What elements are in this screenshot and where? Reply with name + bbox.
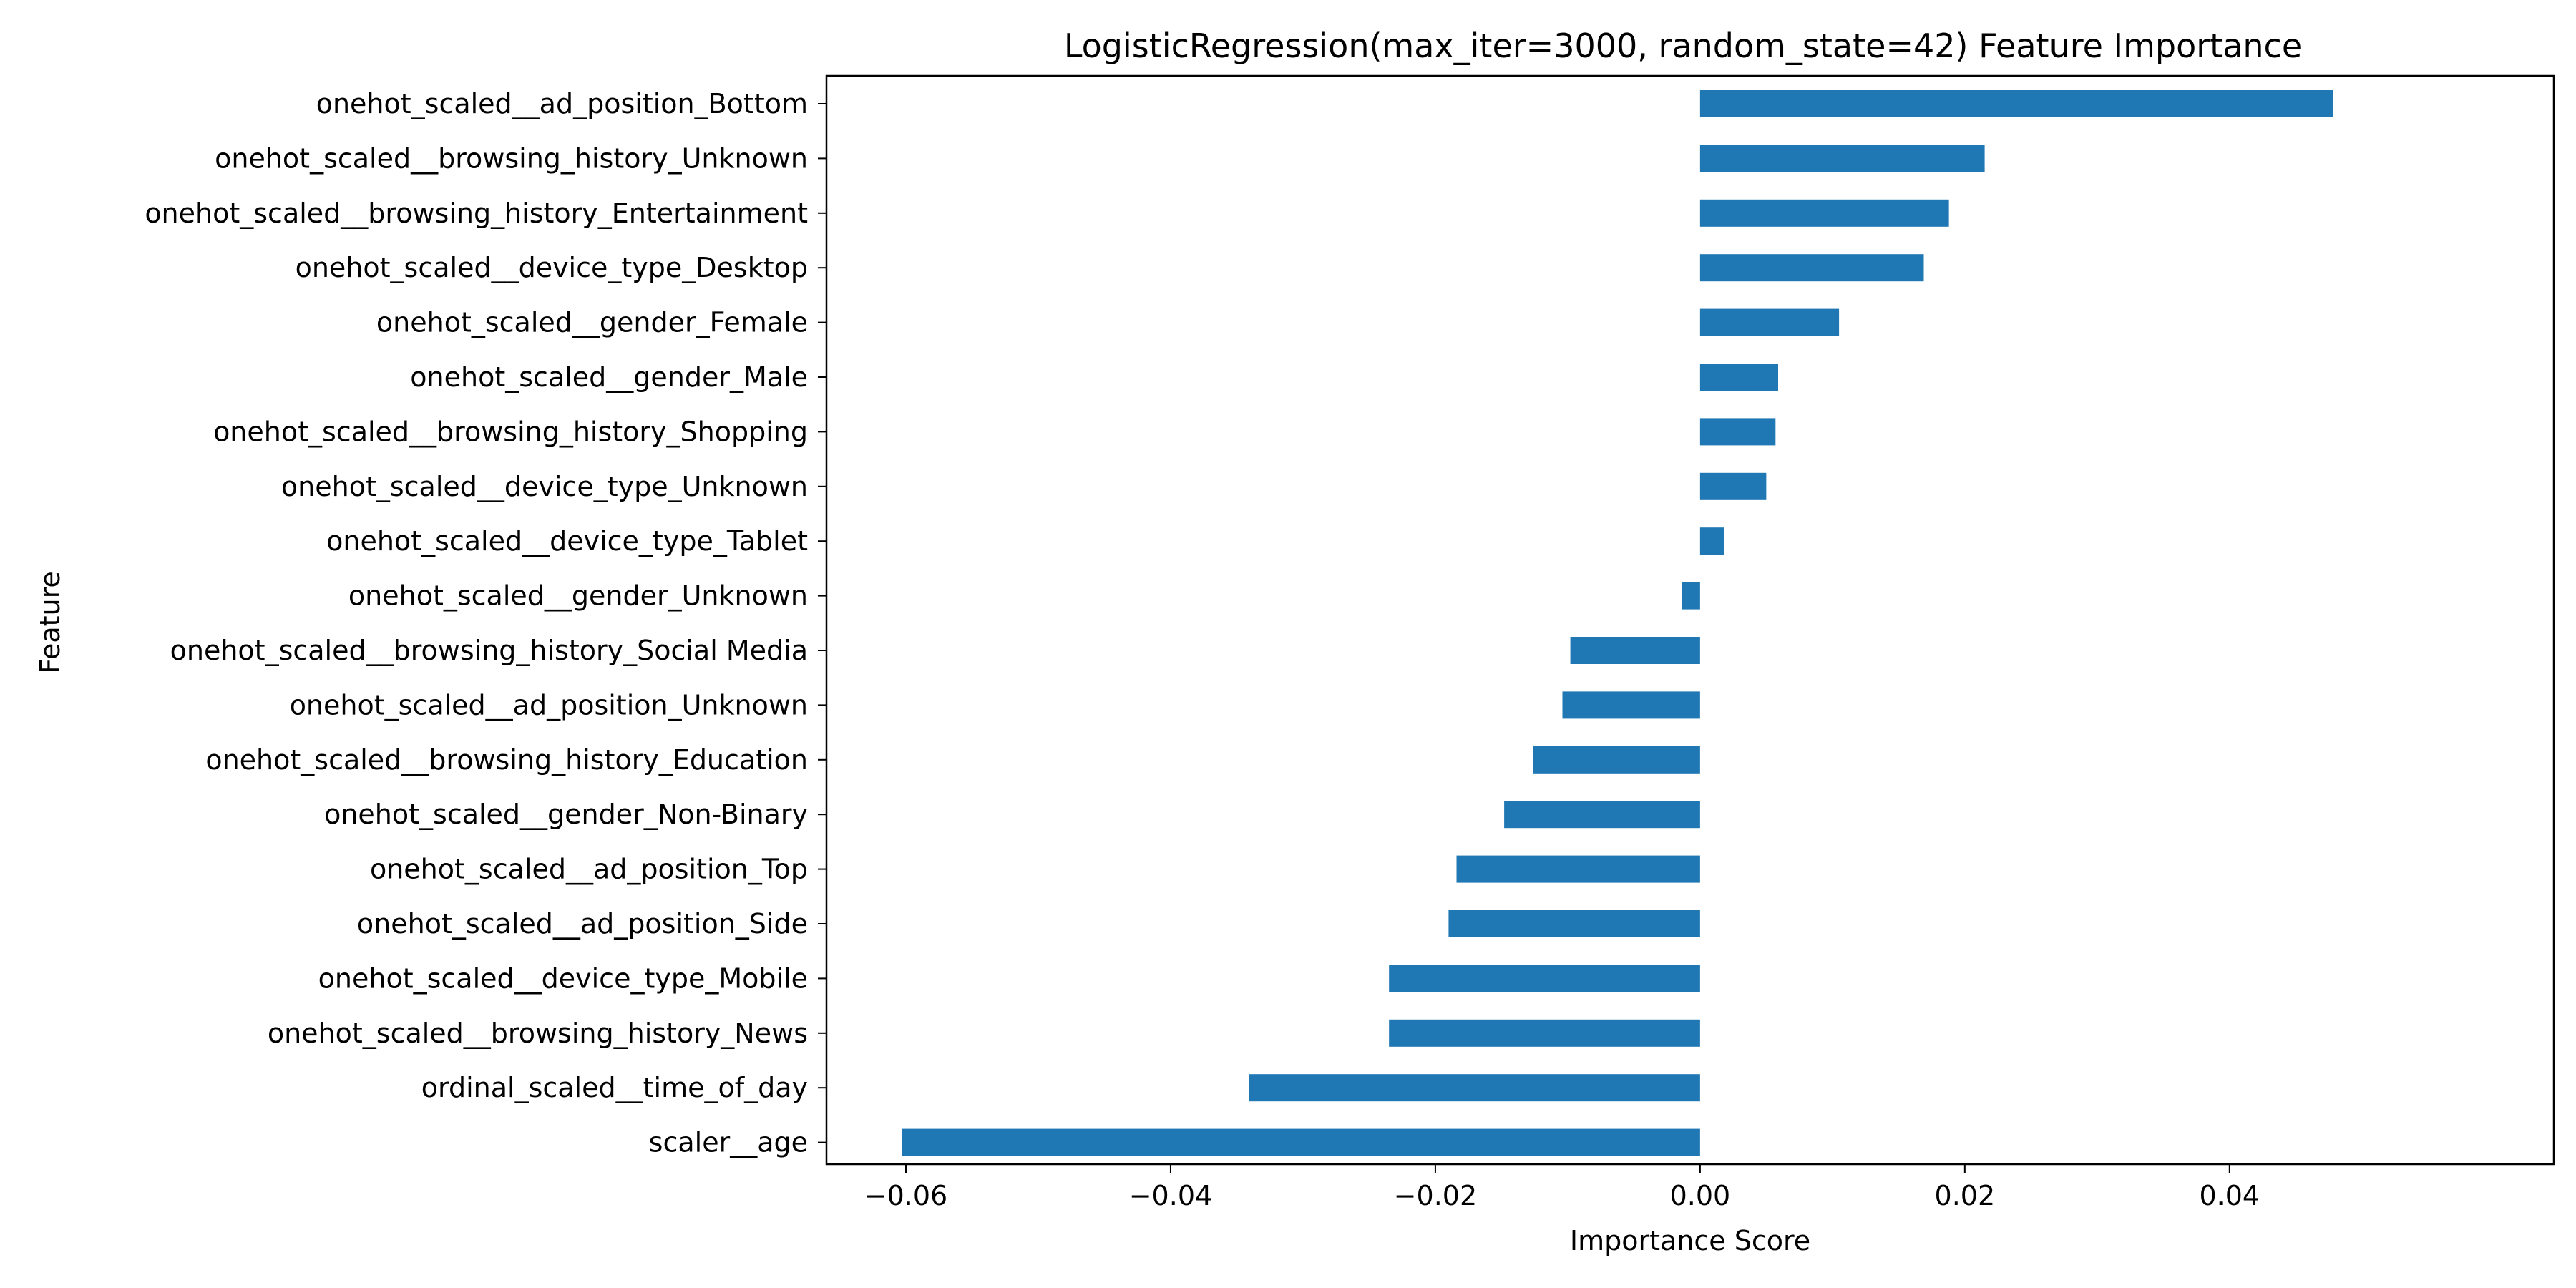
bar	[1570, 637, 1700, 664]
x-tick-label: −0.06	[864, 1180, 947, 1211]
category-label: onehot_scaled__ad_position_Side	[357, 908, 808, 940]
category-label: onehot_scaled__gender_Unknown	[348, 580, 808, 612]
bar	[1699, 364, 1779, 391]
bar	[1699, 527, 1724, 555]
category-label: onehot_scaled__device_type_Unknown	[281, 471, 808, 502]
category-label: onehot_scaled__ad_position_Top	[370, 854, 808, 885]
chart-title: LogisticRegression(max_iter=3000, random…	[1064, 26, 2302, 65]
bar	[1456, 855, 1700, 883]
category-label: onehot_scaled__device_type_Tablet	[326, 525, 808, 557]
category-label: onehot_scaled__browsing_history_Shopping	[213, 416, 808, 447]
bars-group	[902, 90, 2333, 1156]
bar	[902, 1128, 1700, 1156]
category-label: onehot_scaled__ad_position_Unknown	[290, 689, 808, 721]
category-label: onehot_scaled__browsing_history_Educatio…	[205, 744, 808, 776]
category-label: onehot_scaled__browsing_history_News	[268, 1018, 808, 1049]
bar	[1699, 418, 1776, 446]
bar	[1562, 691, 1700, 719]
y-axis-label: Feature	[34, 571, 66, 674]
plot-area-frame	[825, 74, 2555, 1166]
category-label: onehot_scaled__ad_position_Bottom	[316, 88, 808, 119]
category-label: onehot_scaled__gender_Female	[376, 307, 808, 338]
bar	[1389, 1019, 1700, 1047]
category-label: scaler__age	[649, 1127, 808, 1158]
x-tick-label: 0.04	[2199, 1180, 2260, 1211]
category-label: onehot_scaled__browsing_history_Unknown	[215, 142, 808, 174]
bar	[1699, 90, 2333, 117]
bar	[1699, 145, 1985, 172]
bar	[1699, 199, 1949, 227]
bar	[1699, 254, 1924, 282]
x-tick-label: −0.02	[1394, 1180, 1477, 1211]
x-axis-label: Importance Score	[1570, 1225, 1810, 1257]
bar	[1699, 472, 1767, 500]
x-axis-ticks: −0.06 −0.04 −0.02 0.00 0.02 0.04	[864, 1164, 2260, 1211]
category-label: ordinal_scaled__time_of_day	[421, 1072, 808, 1103]
bar	[1504, 801, 1700, 829]
bar	[1681, 582, 1700, 610]
x-tick-label: 0.00	[1670, 1180, 1731, 1211]
category-label: onehot_scaled__device_type_Mobile	[318, 962, 808, 994]
x-tick-label: −0.04	[1129, 1180, 1212, 1211]
category-label: onehot_scaled__gender_Non-Binary	[324, 799, 808, 830]
x-tick-label: 0.02	[1935, 1180, 1996, 1211]
bar	[1699, 308, 1840, 336]
y-axis-categories: onehot_scaled__ad_position_Bottom onehot_…	[145, 88, 826, 1158]
bar	[1249, 1074, 1700, 1102]
bar	[1533, 746, 1700, 774]
category-label: onehot_scaled__browsing_history_Entertai…	[145, 197, 808, 229]
category-label: onehot_scaled__device_type_Desktop	[296, 252, 808, 283]
bar	[1389, 965, 1700, 992]
bar	[1448, 910, 1700, 937]
category-label: onehot_scaled__gender_Male	[410, 361, 808, 393]
category-label: onehot_scaled__browsing_history_Social M…	[170, 635, 808, 666]
